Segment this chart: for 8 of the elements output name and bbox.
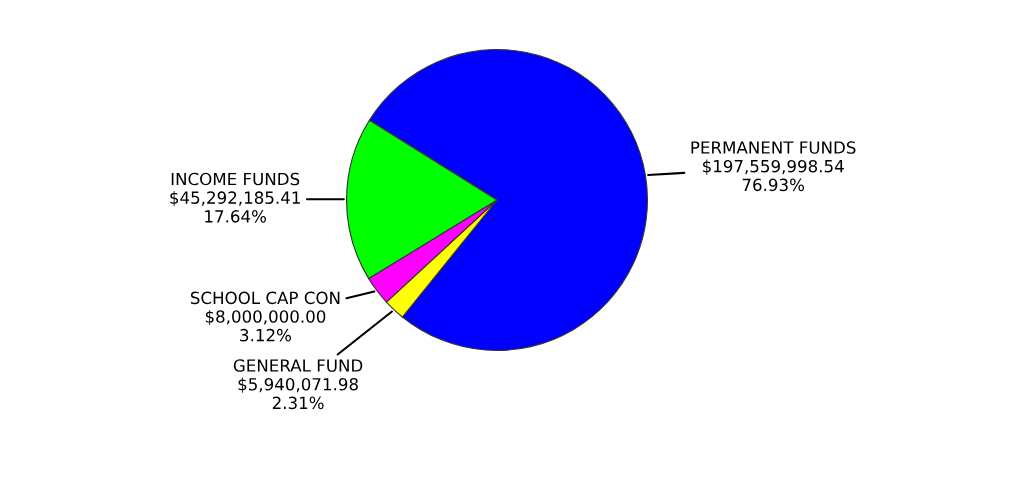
slice-label: GENERAL FUND bbox=[233, 359, 363, 372]
data-label: $45,292,185.41 17.64% bbox=[170, 191, 300, 223]
data-label: $197,559,998.54 76.93% bbox=[702, 159, 844, 192]
data-label: $8,000,000.00 3.12% bbox=[205, 309, 326, 342]
data-label: $5,940,071.98 2.31% bbox=[238, 377, 358, 410]
slice-label: INCOME FUNDS bbox=[171, 172, 300, 186]
slice-label: PERMANENT FUNDS bbox=[691, 141, 856, 154]
slice-label: SCHOOL CAP CON bbox=[190, 291, 340, 305]
